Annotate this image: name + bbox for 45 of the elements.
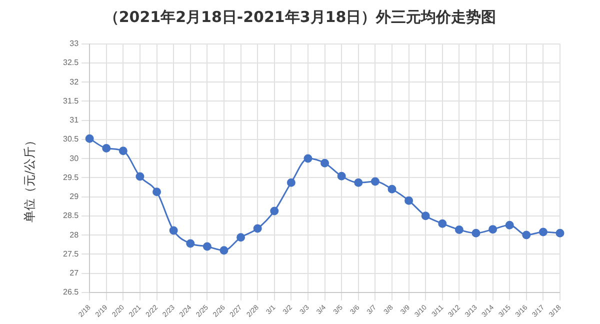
point xyxy=(202,242,212,251)
point xyxy=(354,178,363,187)
y-tick-label: 27 xyxy=(70,268,80,278)
y-tick-label: 29 xyxy=(70,192,80,202)
point xyxy=(522,230,531,240)
y-tick-label: 32 xyxy=(70,77,80,86)
point xyxy=(220,246,228,255)
point xyxy=(304,154,312,163)
y-tick-label: 27.5 xyxy=(62,249,80,258)
point xyxy=(538,228,548,236)
y-tick-label: 32.5 xyxy=(62,58,80,68)
point xyxy=(370,177,380,186)
point xyxy=(85,134,94,143)
point xyxy=(337,172,346,180)
point xyxy=(118,146,128,156)
y-tick-label: 30 xyxy=(70,154,80,163)
point xyxy=(152,188,162,196)
point xyxy=(286,178,296,187)
point xyxy=(253,224,262,233)
y-tick-label: 28.5 xyxy=(62,211,80,220)
chart-title: （2021年2月18日-2021年3月18日）外三元均价走势图 xyxy=(102,8,498,27)
point xyxy=(404,196,414,205)
point xyxy=(236,233,246,242)
y-tick-label: 33 xyxy=(70,39,80,48)
point xyxy=(186,239,195,248)
point xyxy=(169,226,178,235)
y-tick-label: 29.5 xyxy=(62,172,80,182)
point xyxy=(421,212,430,220)
point xyxy=(472,228,480,238)
y-tick-label: 26.5 xyxy=(62,288,80,297)
point xyxy=(270,206,279,216)
point xyxy=(136,172,144,181)
point xyxy=(388,184,396,194)
y-tick-label: 31.5 xyxy=(62,96,80,106)
point xyxy=(454,225,464,234)
point xyxy=(505,220,514,230)
point xyxy=(556,228,564,238)
y-tick-label: 30.5 xyxy=(62,134,80,144)
point xyxy=(488,225,498,234)
point xyxy=(102,144,111,152)
y-tick-label: 31 xyxy=(70,116,80,125)
y-axis-title: 单位（元/公斤） xyxy=(22,133,38,225)
point xyxy=(320,158,330,168)
point xyxy=(438,219,447,228)
y-tick-label: 28 xyxy=(70,230,80,240)
